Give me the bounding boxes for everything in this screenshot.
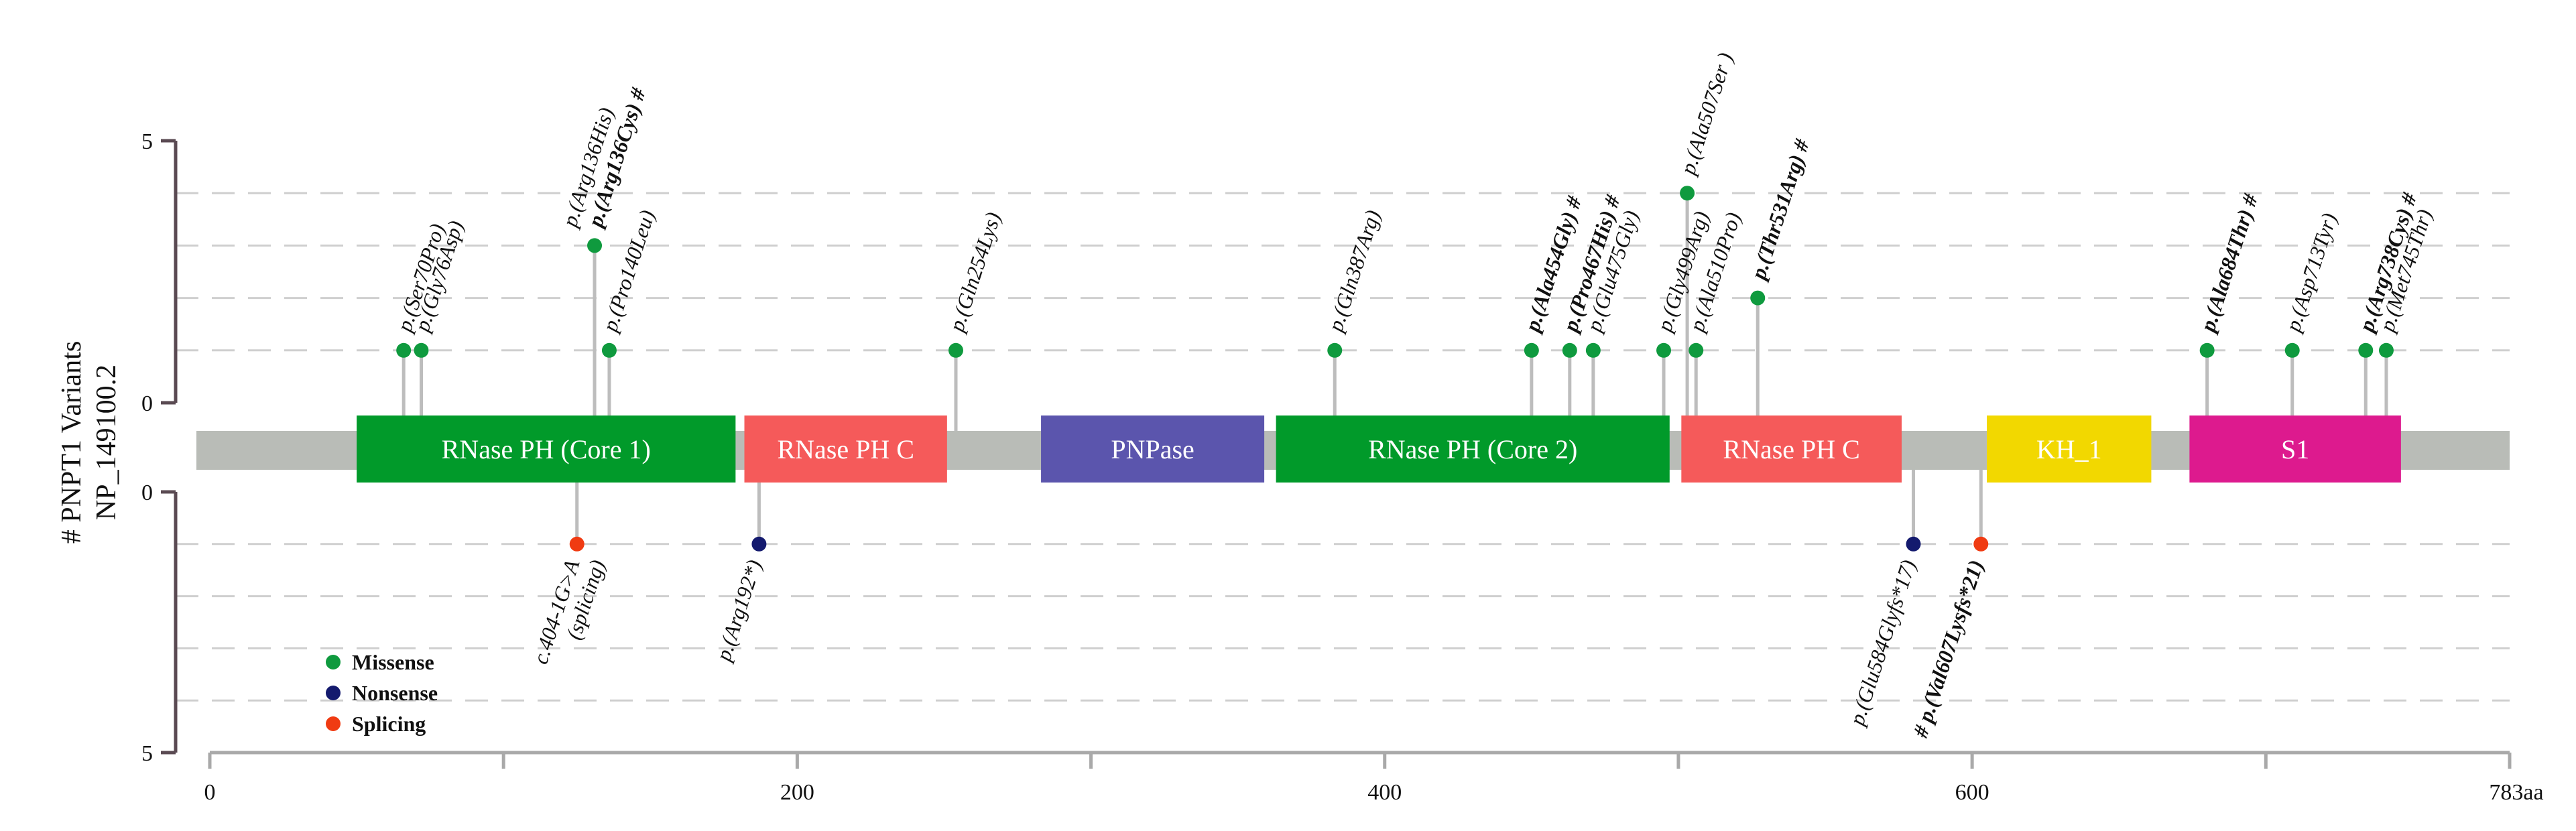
variant-dot [396, 342, 412, 358]
legend-swatch [326, 686, 341, 700]
variant-dot [2378, 342, 2394, 358]
legend-swatch [326, 655, 341, 669]
upper-y-tick-label: 0 [141, 391, 153, 416]
variant-dot [1585, 342, 1601, 358]
legend-label: Nonsense [352, 681, 438, 705]
grid-layer [176, 192, 2510, 702]
variant-dot [1656, 342, 1672, 358]
variant-label: p.(Ala684Thr) # [2195, 190, 2262, 336]
variant-label: p.(Gln387Arg) [1323, 207, 1385, 336]
domain-label: RNase PH C [1723, 434, 1859, 464]
variant-dot [2358, 342, 2374, 358]
dots-layer [396, 186, 2394, 552]
variant-dot [414, 342, 429, 358]
labels-layer: p.(Ser70Pro)p.(Gly76Asp)p.(Arg136His)p.(… [391, 50, 2437, 741]
variant-dot [569, 536, 585, 552]
domain-box [357, 416, 736, 483]
x-tick-label: 200 [780, 780, 814, 805]
y-axis-title: # PNPT1 Variants [56, 341, 87, 544]
variant-dot [1906, 536, 1921, 552]
legend-swatch [326, 716, 341, 731]
variant-dot [1327, 342, 1343, 358]
variant-dot [2284, 342, 2300, 358]
x-tick-label: 783aa [2489, 780, 2543, 805]
legend-label: Missense [352, 650, 434, 674]
domain-box [2189, 416, 2401, 483]
variant-dot [751, 536, 767, 552]
x-tick-label: 400 [1367, 780, 1402, 805]
domain-label: KH_1 [2036, 434, 2102, 464]
domain-box [1681, 416, 1902, 483]
domain-label: RNase PH (Core 1) [442, 434, 651, 464]
variant-dot [1562, 342, 1577, 358]
domain-box [1276, 416, 1670, 483]
variant-label: p.(Asp713Tyr) [2280, 210, 2342, 335]
y-axis-title: NP_149100.2 [91, 365, 122, 520]
variant-dot [1680, 186, 1695, 201]
variant-dot [948, 342, 963, 358]
upper-y-tick-label: 5 [141, 129, 153, 154]
lower-y-tick-label: 0 [141, 481, 153, 505]
domain-label: RNase PH (Core 2) [1368, 434, 1577, 464]
variant-dot [1973, 536, 1989, 552]
domain-label: PNPase [1111, 434, 1194, 464]
legend-layer: Missense Nonsense Splicing [326, 650, 438, 736]
lower-y-tick-label: 5 [141, 741, 153, 766]
variant-dot [1524, 342, 1539, 358]
variant-dot [1750, 290, 1766, 306]
variant-label: p.(Gln254Lys) [944, 209, 1005, 336]
domain-box [1987, 416, 2152, 483]
axes-layer: 5 0 0 5 0 200 400 600 783aa # PNPT1 Variants NP_14… [56, 129, 2544, 805]
legend-label: Splicing [352, 712, 426, 736]
variant-dot [2199, 342, 2215, 358]
x-tick-label: 0 [204, 780, 216, 805]
x-tick-label: 600 [1955, 780, 1989, 805]
variant-dot [1689, 342, 1704, 358]
domain-box [1041, 416, 1265, 483]
domain-box [744, 416, 947, 483]
domain-label: S1 [2281, 434, 2309, 464]
variant-dot [587, 238, 603, 253]
variant-label: p.(Glu584Glyfs*17) [1844, 557, 1920, 729]
protein-layer: RNase PH (Core 1) RNase PH C PNPase RNase P… [196, 416, 2510, 483]
variant-label: p.(Thr531Arg) # [1745, 135, 1815, 283]
domain-label: RNase PH C [777, 434, 914, 464]
variant-dot [601, 342, 617, 358]
variant-label: p.(Ala507Ser ) [1675, 50, 1737, 178]
